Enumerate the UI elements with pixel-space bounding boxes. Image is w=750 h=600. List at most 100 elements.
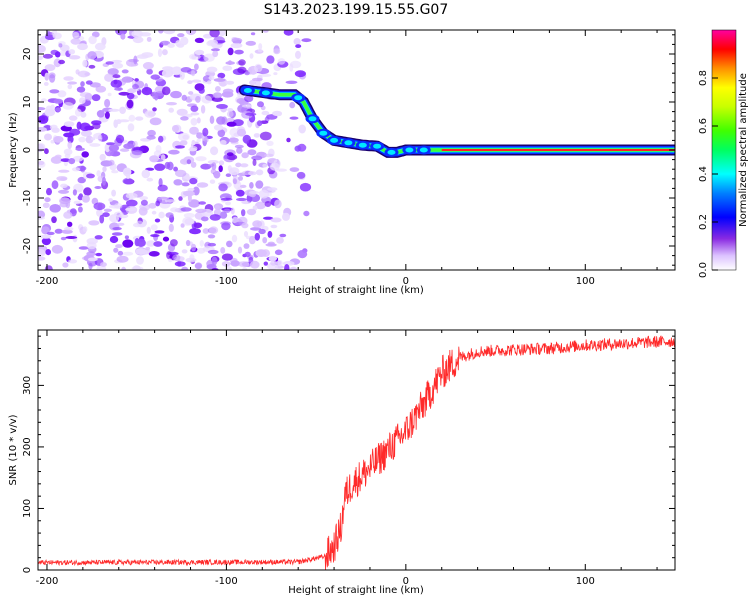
noise-speckle — [187, 187, 195, 192]
noise-speckle — [117, 250, 124, 256]
noise-speckle — [77, 176, 86, 184]
colorbar-label: Normalized spectral amplitude — [738, 73, 749, 227]
noise-speckle — [243, 243, 250, 249]
x-tick-label: 0 — [403, 276, 409, 287]
noise-speckle — [223, 154, 229, 160]
noise-speckle — [146, 68, 153, 75]
noise-speckle — [273, 72, 278, 76]
noise-speckle — [173, 179, 183, 186]
noise-speckle — [263, 261, 268, 266]
noise-speckle — [73, 200, 81, 205]
noise-speckle — [218, 165, 223, 173]
noise-speckle — [78, 136, 86, 143]
noise-speckle — [217, 72, 226, 79]
noise-speckle — [107, 68, 119, 76]
noise-speckle — [131, 266, 144, 270]
noise-speckle — [67, 141, 72, 150]
noise-speckle — [139, 203, 151, 211]
noise-speckle — [213, 124, 224, 131]
noise-speckle — [38, 143, 46, 150]
noise-speckle — [62, 102, 74, 110]
noise-speckle — [38, 55, 43, 61]
snr-series-line — [38, 335, 675, 570]
noise-speckle — [161, 86, 171, 96]
noise-speckle — [245, 40, 256, 46]
noise-speckle — [154, 230, 165, 234]
noise-speckle — [49, 124, 58, 131]
noise-speckle — [282, 261, 295, 266]
noise-speckle — [59, 44, 70, 52]
noise-speckle — [158, 178, 163, 187]
noise-speckle — [42, 53, 54, 59]
noise-speckle — [249, 53, 254, 59]
noise-speckle — [270, 217, 282, 223]
noise-speckle — [267, 230, 273, 238]
track-blob-core — [419, 147, 428, 153]
noise-speckle — [49, 74, 56, 83]
noise-speckle — [180, 116, 189, 121]
noise-speckle — [44, 265, 53, 270]
noise-speckle — [218, 160, 225, 166]
noise-speckle — [235, 162, 242, 168]
noise-speckle — [181, 249, 188, 254]
noise-speckle — [219, 140, 227, 145]
noise-speckle — [135, 116, 144, 121]
noise-speckle — [263, 153, 274, 158]
noise-speckle — [93, 202, 106, 211]
noise-speckle — [211, 256, 218, 266]
noise-speckle — [163, 30, 176, 35]
noise-speckle — [114, 87, 123, 91]
noise-speckle — [127, 123, 135, 132]
noise-speckle — [140, 199, 148, 206]
noise-speckle — [166, 251, 173, 260]
noise-speckle — [201, 95, 212, 104]
noise-speckle — [105, 61, 114, 65]
noise-speckle — [242, 267, 248, 270]
noise-speckle — [277, 58, 286, 65]
noise-speckle — [152, 107, 157, 112]
track-blob-core — [358, 142, 367, 148]
noise-speckle — [41, 98, 47, 102]
noise-speckle — [99, 153, 106, 161]
noise-speckle — [55, 154, 62, 158]
colorbar: 0.0 0.2 0.4 0.6 0.8 Normalized spectral ampl… — [698, 29, 749, 278]
noise-speckle — [85, 80, 93, 85]
noise-speckle — [81, 151, 89, 158]
noise-speckle — [154, 218, 161, 223]
noise-speckle — [148, 251, 160, 257]
noise-speckle — [149, 155, 159, 163]
noise-speckle — [108, 159, 115, 166]
noise-speckle — [67, 84, 73, 90]
noise-speckle — [218, 30, 226, 37]
noise-speckle — [126, 99, 134, 109]
noise-speckle — [51, 216, 57, 224]
noise-speckle — [252, 77, 263, 82]
noise-speckle — [87, 51, 97, 60]
noise-speckle — [262, 30, 269, 33]
noise-speckle — [158, 135, 164, 143]
noise-speckle — [56, 176, 68, 181]
noise-speckle — [58, 169, 70, 173]
noise-speckle — [303, 210, 310, 217]
noise-speckle — [207, 242, 216, 247]
noise-speckle — [152, 91, 157, 100]
x-tick-label: -100 — [215, 276, 238, 287]
noise-speckle — [181, 182, 190, 187]
noise-speckle — [112, 227, 122, 231]
noise-speckle — [190, 118, 198, 126]
noise-speckle — [225, 173, 232, 177]
noise-speckle — [212, 92, 223, 99]
noise-speckle — [94, 235, 103, 240]
noise-speckle — [96, 110, 105, 118]
noise-speckle — [168, 258, 173, 263]
noise-speckle — [295, 44, 302, 48]
noise-speckle — [184, 218, 195, 225]
noise-speckle — [91, 94, 101, 102]
noise-speckle — [172, 125, 179, 133]
noise-speckle — [255, 180, 264, 189]
noise-speckle — [94, 186, 102, 189]
noise-speckle — [60, 236, 67, 241]
noise-speckle — [189, 177, 198, 185]
noise-speckle — [276, 237, 284, 244]
